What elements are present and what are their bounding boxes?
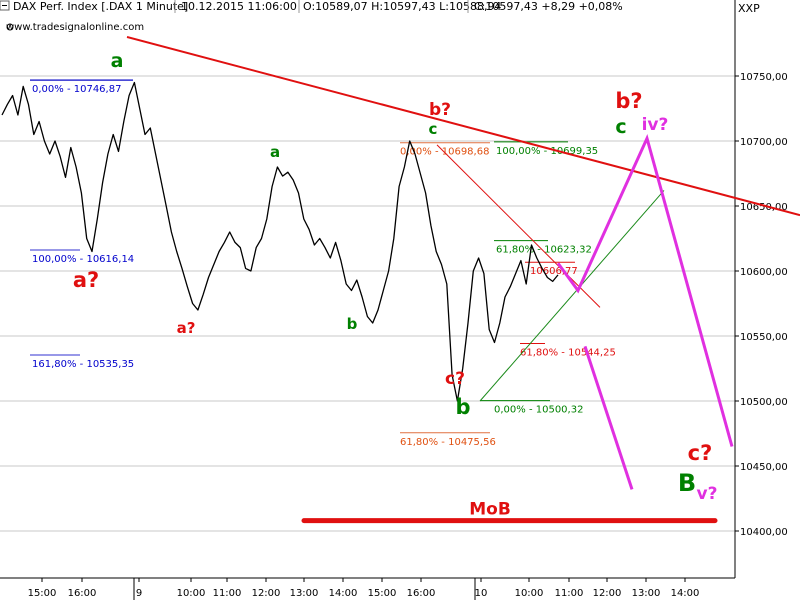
x-tick-label: 13:00 <box>632 588 661 599</box>
support-label: MoB <box>469 500 511 520</box>
trendlines <box>126 36 800 402</box>
wave-label: b <box>347 315 358 333</box>
x-tick-label: 14:00 <box>671 588 700 599</box>
header-ohlc: O:10589,07 H:10597,43 L:10588,94 <box>303 0 501 13</box>
wave-label: c <box>615 116 626 138</box>
x-tick-label: 10:00 <box>515 588 544 599</box>
wave-label: a? <box>177 319 196 337</box>
wave-label: a <box>111 50 124 72</box>
wave-label: a <box>270 143 280 161</box>
copyright-icon <box>6 23 14 31</box>
grid <box>0 75 735 532</box>
wave-label: c <box>429 120 438 138</box>
wave-label: a? <box>73 268 99 292</box>
x-tick-label: 11:00 <box>555 588 584 599</box>
downtrend-line <box>126 36 800 217</box>
fibonacci-levels: 0,00% - 10746,87 100,00% - 10616,14 161,80… <box>30 79 616 448</box>
fib-label: 61,80% - 10623,32 <box>496 245 592 256</box>
x-tick-label: 13:00 <box>290 588 319 599</box>
fib-label: 10606,77 <box>530 266 578 277</box>
fib-label: 100,00% - 10616,14 <box>32 254 134 265</box>
axis-tag: XXP <box>738 2 760 15</box>
projection-c <box>583 345 634 490</box>
x-tick-label: 10 <box>475 588 488 599</box>
x-tick-label: 15:00 <box>28 588 57 599</box>
fib-label: 61,80% - 10475,56 <box>400 437 496 448</box>
wave-label: v? <box>697 484 718 504</box>
thin-red-line <box>436 144 601 308</box>
x-tick-label: 15:00 <box>368 588 397 599</box>
wave-label: c? <box>445 369 465 389</box>
x-tick-label: 12:00 <box>252 588 281 599</box>
price-series <box>1 81 559 402</box>
y-tick-label: 10600,00 <box>740 267 788 278</box>
x-tick-label: 9 <box>136 588 142 599</box>
x-tick-label: 14:00 <box>329 588 358 599</box>
projection-b-iv-v <box>556 134 734 447</box>
x-tick-label: 16:00 <box>68 588 97 599</box>
wave-label: iv? <box>642 115 669 135</box>
fib-label: 0,00% - 10500,32 <box>494 405 583 416</box>
uptrend-line <box>479 190 665 402</box>
support-level: MoB <box>301 500 718 524</box>
header-instrument: DAX Perf. Index [.DAX 1 Minute] <box>13 0 188 13</box>
y-tick-label: 10700,00 <box>740 137 788 148</box>
x-tick-label: 11:00 <box>213 588 242 599</box>
header-close-change: C:10597,43 +8,29 +0,08% <box>474 0 623 13</box>
y-tick-label: 10400,00 <box>740 527 788 538</box>
fib-label: 100,00% - 10699,35 <box>496 146 598 157</box>
wave-label: b <box>455 395 470 419</box>
x-tick-label: 12:00 <box>593 588 622 599</box>
wave-label: B <box>678 469 696 497</box>
header-datetime: 10.12.2015 11:06:00 <box>181 0 297 13</box>
fib-label: 161,80% - 10535,35 <box>32 359 134 370</box>
x-tick-label: 10:00 <box>177 588 206 599</box>
price-line <box>1 81 559 402</box>
y-tick-label: 10650,00 <box>740 202 788 213</box>
x-tick-label: 16:00 <box>407 588 436 599</box>
fib-label: 61,80% - 10544,25 <box>520 347 616 358</box>
wave-label: b? <box>615 89 642 113</box>
chart-header: DAX Perf. Index [.DAX 1 Minute] 10.12.20… <box>0 0 760 33</box>
y-tick-label: 10750,00 <box>740 72 788 83</box>
wave-label: c? <box>688 441 713 465</box>
watermark: www.tradesignalonline.com <box>6 22 144 33</box>
y-tick-label: 10550,00 <box>740 332 788 343</box>
forecast-paths <box>556 134 734 490</box>
y-tick-label: 10450,00 <box>740 462 788 473</box>
y-tick-label: 10500,00 <box>740 397 788 408</box>
fib-label: 0,00% - 10746,87 <box>32 84 121 95</box>
wave-label: b? <box>429 100 451 120</box>
wave-labels: aa?a?abb?cc?bb?c iv?c?B v? <box>73 50 718 504</box>
